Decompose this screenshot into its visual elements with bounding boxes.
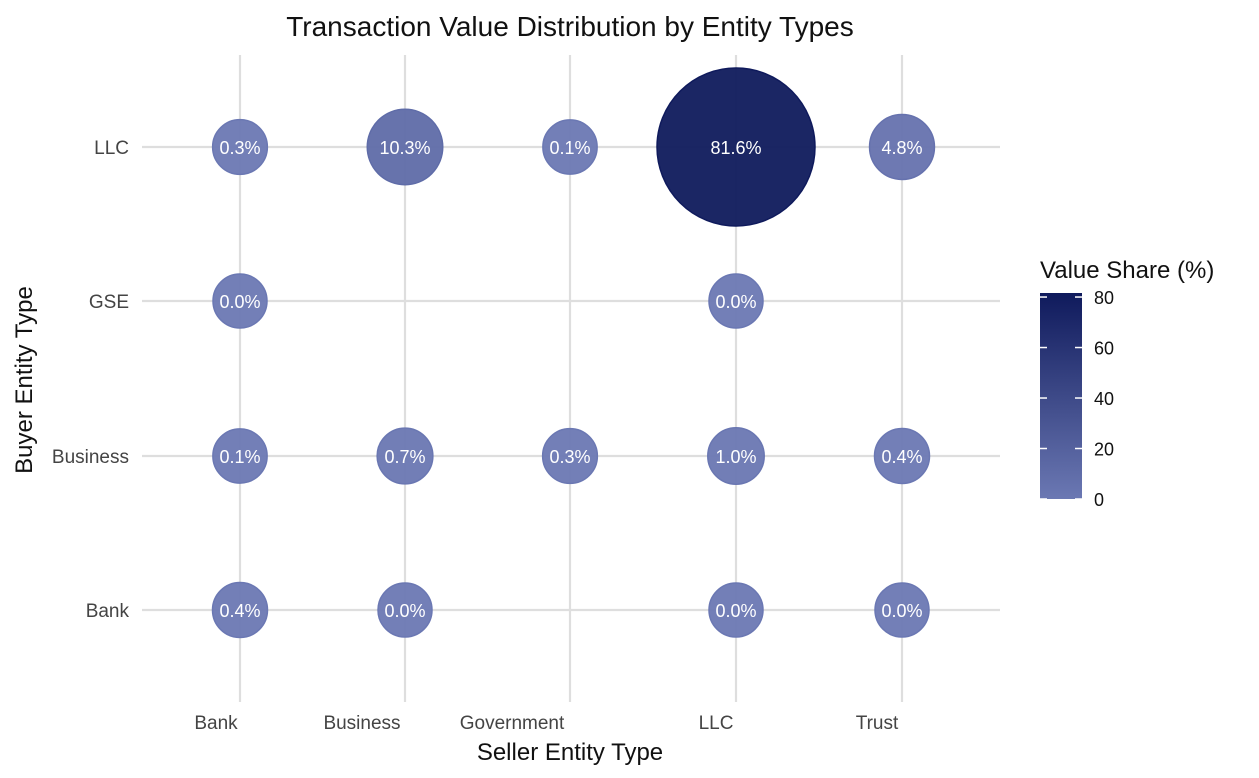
- bubble: [656, 67, 816, 227]
- x-tick-labels: Bank Business Government LLC Trust: [194, 713, 899, 734]
- y-axis-title: Buyer Entity Type: [11, 286, 38, 474]
- y-tick-labels: Bank Business GSE LLC: [52, 138, 130, 622]
- bubble-label: 0.4%: [881, 447, 922, 467]
- legend-tick-label: 0: [1094, 490, 1104, 510]
- bubble: [212, 273, 268, 329]
- bubble-label: 0.0%: [881, 601, 922, 621]
- bubble-label: 10.3%: [379, 138, 430, 158]
- bubble-label: 4.8%: [881, 138, 922, 158]
- bubble-label: 81.6%: [710, 138, 761, 158]
- bubble: [366, 108, 444, 186]
- legend-colorbar: [1040, 293, 1082, 499]
- y-tick-label: Business: [52, 447, 129, 468]
- bubble: [376, 427, 434, 485]
- x-tick-label: Business: [323, 713, 400, 734]
- chart-title: Transaction Value Distribution by Entity…: [286, 11, 854, 42]
- bubble-label: 0.0%: [715, 601, 756, 621]
- y-tick-label: LLC: [94, 138, 129, 159]
- bubble: [377, 582, 433, 638]
- x-axis-title: Seller Entity Type: [477, 739, 663, 766]
- bubble: [707, 427, 765, 485]
- x-tick-label: Trust: [856, 713, 899, 734]
- y-tick-label: GSE: [89, 292, 129, 313]
- bubble-label: 0.4%: [219, 601, 260, 621]
- legend-ticks: 0 20 40 60 80: [1040, 288, 1114, 510]
- bubble: [874, 582, 930, 638]
- bubble-label: 0.1%: [549, 138, 590, 158]
- bubble-label: 0.0%: [384, 601, 425, 621]
- bubble: [868, 113, 936, 181]
- bubbles: 0.3% 10.3% 0.1% 81.6% 4.8% 0.0% 0.0% 0.1% 0.7% 0.…: [211, 67, 936, 639]
- bubble-label: 0.0%: [715, 292, 756, 312]
- bubble: [211, 118, 269, 176]
- x-tick-label: Bank: [194, 713, 238, 734]
- y-tick-label: Bank: [86, 601, 130, 622]
- bubble: [708, 582, 764, 638]
- bubble-label: 1.0%: [715, 447, 756, 467]
- bubble: [541, 427, 599, 485]
- bubble: [542, 119, 598, 175]
- legend-tick-label: 40: [1094, 389, 1114, 409]
- bubble: [873, 427, 931, 485]
- legend-tick-label: 20: [1094, 440, 1114, 460]
- bubble: [211, 581, 269, 639]
- bubble-label: 0.7%: [384, 447, 425, 467]
- bubble-label: 0.3%: [549, 447, 590, 467]
- bubble: [708, 273, 764, 329]
- bubble-label: 0.3%: [219, 138, 260, 158]
- bubble: [212, 428, 268, 484]
- bubble-label: 0.0%: [219, 292, 260, 312]
- legend: Value Share (%) 0 20 40 60 80: [1040, 257, 1214, 510]
- x-tick-label: Government: [460, 713, 565, 734]
- legend-title: Value Share (%): [1040, 257, 1214, 284]
- x-tick-label: LLC: [699, 713, 734, 734]
- legend-tick-label: 80: [1094, 288, 1114, 308]
- bubble-label: 0.1%: [219, 447, 260, 467]
- legend-tick-label: 60: [1094, 339, 1114, 359]
